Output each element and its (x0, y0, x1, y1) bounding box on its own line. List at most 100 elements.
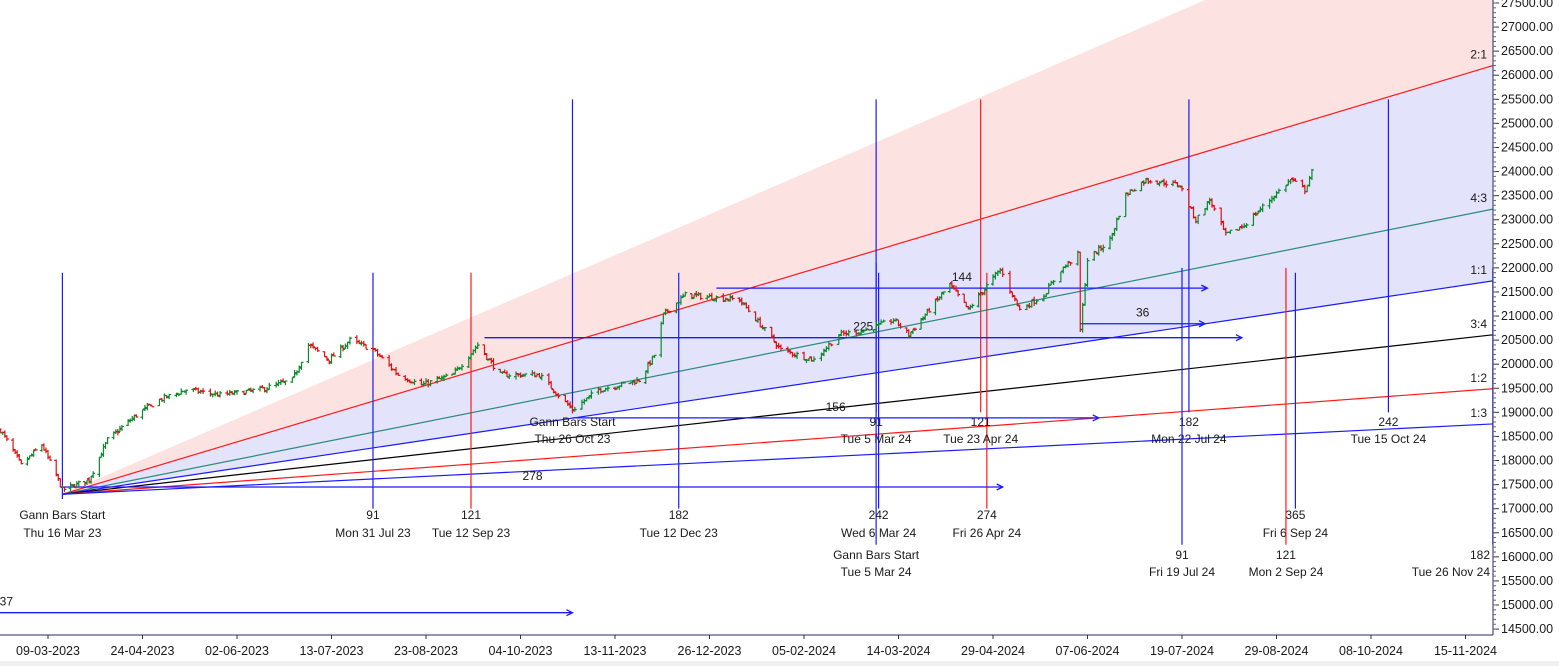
x-tick-label: 14-03-2024 (867, 644, 931, 658)
price-bar (1034, 299, 1039, 305)
price-bar (605, 385, 610, 392)
price-bar (778, 344, 783, 351)
price-bar (1000, 267, 1005, 278)
price-bar (806, 357, 811, 362)
price-bar (881, 319, 886, 323)
fan-line-2-1 (62, 65, 1494, 495)
price-bar (1017, 304, 1022, 311)
price-bar (361, 340, 366, 347)
price-bar (262, 387, 267, 393)
price-bar (1164, 180, 1169, 188)
price-bar (246, 388, 251, 391)
price-bar (134, 414, 139, 418)
price-bar (76, 480, 81, 487)
price-bar (306, 343, 311, 364)
price-bar (91, 471, 96, 478)
y-tick-label: 22500.00 (1501, 237, 1553, 251)
y-tick-label: 20000.00 (1501, 357, 1553, 371)
price-bar (956, 289, 961, 297)
price-bar (912, 327, 917, 331)
count-arrow-label: 237 (0, 595, 13, 609)
gann-bar-count: 242 (869, 508, 889, 522)
y-tick-label: 26000.00 (1501, 68, 1553, 82)
price-bar (520, 373, 525, 378)
count-arrow-label: 225 (853, 320, 873, 334)
price-bar (1148, 179, 1153, 184)
price-bar (1293, 178, 1298, 182)
price-bar (537, 372, 542, 378)
price-bar (667, 310, 672, 314)
price-bar (58, 478, 63, 488)
price-bar (1283, 184, 1288, 193)
price-bar (1212, 204, 1217, 211)
price-bar (227, 389, 232, 396)
price-bar (1276, 188, 1281, 194)
price-bar (145, 402, 150, 411)
price-bar (1219, 207, 1224, 226)
x-tick-label: 02-06-2023 (205, 644, 269, 658)
price-bar (315, 346, 320, 352)
price-bar (147, 403, 152, 406)
fan-label: 4:3 (1470, 191, 1487, 205)
price-bar (244, 389, 249, 395)
price-bar (322, 351, 327, 358)
arrow-head-icon (1235, 334, 1244, 342)
gann-bar-count: 242 (1378, 415, 1398, 429)
price-bar (407, 379, 412, 383)
price-bar (1237, 226, 1242, 231)
price-bar (281, 378, 286, 383)
y-tick-label: 23500.00 (1501, 189, 1553, 203)
price-bar (1300, 179, 1305, 188)
fan-label: 1:1 (1470, 263, 1487, 277)
y-tick-label: 16500.00 (1501, 526, 1553, 540)
y-tick-label: 20500.00 (1501, 333, 1553, 347)
price-bar (329, 353, 334, 364)
price-bar (587, 395, 592, 400)
y-tick-label: 23000.00 (1501, 213, 1553, 227)
y-tick-label: 15000.00 (1501, 598, 1553, 612)
price-bar (331, 352, 336, 357)
price-bar (898, 322, 903, 329)
price-bar (1068, 261, 1073, 266)
price-bar (774, 341, 779, 350)
price-bar (25, 456, 30, 466)
price-bar (721, 293, 726, 302)
gann-bar-count: 365 (1285, 508, 1305, 522)
price-bar (428, 380, 433, 387)
price-bar (1209, 198, 1214, 208)
gann-bar-count: 121 (971, 415, 991, 429)
price-bar (311, 342, 316, 349)
price-bar (507, 373, 512, 380)
gann-bar-date: Wed 6 Mar 24 (841, 526, 916, 540)
y-tick-label: 27500.00 (1501, 0, 1553, 10)
price-bar (347, 336, 352, 345)
price-bar (230, 390, 235, 395)
price-bar (283, 380, 288, 386)
price-bar (235, 389, 239, 395)
price-bar (844, 330, 849, 337)
bottom-strip (0, 661, 1559, 666)
price-bar (126, 419, 131, 427)
count-arrow-label: 278 (523, 469, 543, 483)
y-tick-label: 18000.00 (1501, 454, 1553, 468)
price-bar (737, 297, 742, 303)
price-bar (142, 404, 147, 411)
x-tick-label: 26-12-2023 (678, 644, 742, 658)
gann-bar-date: Mon 22 Jul 24 (1151, 432, 1227, 446)
gann-bar-count: 274 (977, 508, 997, 522)
y-tick-label: 19500.00 (1501, 381, 1553, 395)
price-bar (821, 348, 826, 357)
price-bar (251, 388, 256, 394)
price-bar (802, 351, 806, 361)
price-bar (33, 448, 38, 451)
price-bar (130, 415, 135, 422)
price-bar (859, 329, 864, 335)
price-bar (984, 282, 989, 292)
price-bar (1101, 244, 1106, 253)
price-bar (637, 379, 642, 383)
price-bar (1260, 203, 1265, 213)
price-bar (1305, 185, 1310, 193)
price-bar (375, 348, 380, 357)
fan-label: 2:1 (1470, 48, 1487, 62)
